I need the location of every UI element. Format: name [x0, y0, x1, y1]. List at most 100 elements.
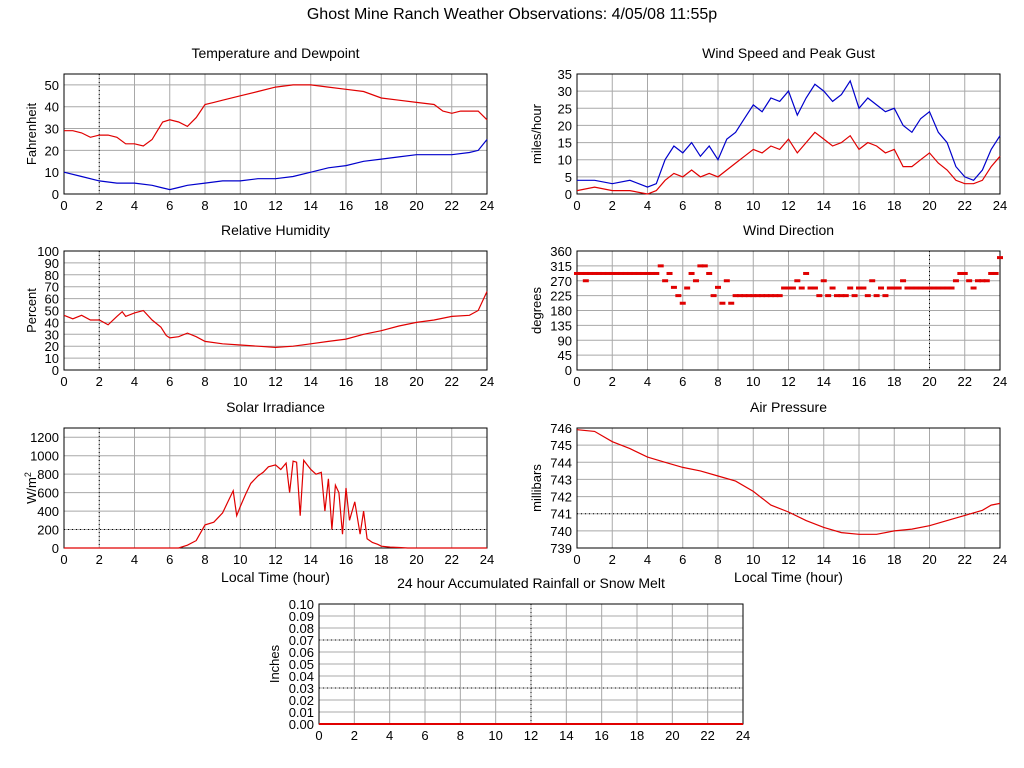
pressure-xtick-label: 24 — [993, 552, 1007, 567]
solar-xtick-label: 2 — [96, 552, 103, 567]
wdir-point — [741, 294, 748, 298]
rh-ytick-label: 70 — [45, 280, 59, 295]
wdir-title: Wind Direction — [743, 222, 834, 238]
wdir-point — [992, 271, 999, 275]
rain-ytick-label: 0.00 — [289, 717, 314, 732]
pressure-ytick-label: 744 — [550, 455, 572, 470]
rain-xtick-label: 2 — [351, 728, 358, 743]
wdir-xtick-label: 10 — [746, 374, 760, 389]
wdir-point — [692, 279, 699, 283]
pressure-series-0-line — [576, 429, 1001, 535]
wdir-point — [662, 279, 669, 283]
wdir-point — [988, 271, 995, 275]
pressure-xtick-label: 20 — [922, 552, 936, 567]
rh-frame — [63, 250, 488, 371]
wdir-point — [917, 286, 924, 290]
solar-ylabel-exponent: 2 — [23, 472, 33, 477]
rh-xtick-label: 10 — [233, 374, 247, 389]
wind-ytick-label: 5 — [565, 170, 572, 185]
wdir-point — [820, 279, 827, 283]
wdir-point — [842, 294, 849, 298]
wdir-point — [600, 271, 607, 275]
wind-xtick-label: 14 — [817, 198, 831, 213]
wdir-point — [886, 286, 893, 290]
wdir-point — [609, 271, 616, 275]
pressure-xtick-label: 14 — [817, 552, 831, 567]
wdir-xtick-label: 4 — [644, 374, 651, 389]
wdir-point — [983, 279, 990, 283]
wdir-point — [772, 294, 779, 298]
wdir-point — [961, 271, 968, 275]
temp-ytick-label: 20 — [45, 143, 59, 158]
wdir-point — [997, 256, 1003, 260]
wdir-point — [759, 294, 766, 298]
pressure-xtick-label: 18 — [887, 552, 901, 567]
pressure-xtick-label: 6 — [679, 552, 686, 567]
wdir-xtick-label: 24 — [993, 374, 1007, 389]
temp-xtick-label: 2 — [96, 198, 103, 213]
wdir-point — [697, 264, 704, 268]
solar-ytick-label: 800 — [37, 467, 59, 482]
wind-ytick-label: 10 — [558, 153, 572, 168]
rh-xtick-label: 22 — [445, 374, 459, 389]
wdir-point — [622, 271, 629, 275]
wind-series-1-line — [576, 131, 1001, 195]
rain-ytick-label: 0.05 — [289, 657, 314, 672]
rh-ytick-label: 50 — [45, 304, 59, 319]
wdir-point — [798, 286, 805, 290]
wdir-point — [895, 286, 902, 290]
temp-ytick-label: 40 — [45, 100, 59, 115]
wdir-point — [648, 271, 655, 275]
wdir-point — [763, 294, 770, 298]
wdir-point — [803, 271, 810, 275]
pressure-ytick-label: 743 — [550, 472, 572, 487]
wdir-point — [970, 286, 977, 290]
solar-title: Solar Irradiance — [226, 399, 325, 415]
wdir-point — [816, 294, 823, 298]
wdir-xtick-label: 20 — [922, 374, 936, 389]
wind-xtick-label: 2 — [609, 198, 616, 213]
wind-xtick-label: 4 — [644, 198, 651, 213]
wdir-point — [781, 286, 788, 290]
pressure-ytick-label: 745 — [550, 438, 572, 453]
wind-ytick-label: 35 — [558, 67, 572, 82]
temp-ytick-label: 10 — [45, 165, 59, 180]
rh-ytick-label: 20 — [45, 339, 59, 354]
wdir-point — [856, 286, 862, 290]
wdir-point — [631, 271, 638, 275]
rain-ytick-label: 0.09 — [289, 609, 314, 624]
rh-xtick-label: 12 — [268, 374, 282, 389]
solar-ytick-label: 200 — [37, 523, 59, 538]
pressure-frame — [576, 427, 1001, 549]
wdir-point — [807, 286, 814, 290]
wind-ytick-label: 15 — [558, 136, 572, 151]
rh-ytick-label: 100 — [37, 244, 59, 259]
temp-title: Temperature and Dewpoint — [191, 45, 359, 61]
temp-xtick-label: 6 — [166, 198, 173, 213]
wdir-point — [891, 286, 898, 290]
solar-ytick-label: 600 — [37, 486, 59, 501]
rain-xtick-label: 18 — [630, 728, 644, 743]
wdir-point — [679, 301, 686, 305]
wdir-point — [591, 271, 598, 275]
solar-xtick-label: 4 — [131, 552, 138, 567]
wdir-point — [904, 286, 911, 290]
pressure-xtick-label: 22 — [958, 552, 972, 567]
wind-xtick-label: 12 — [781, 198, 795, 213]
wdir-point — [767, 294, 774, 298]
temp-xtick-label: 10 — [233, 198, 247, 213]
rain-ytick-label: 0.08 — [289, 621, 314, 636]
wdir-point — [833, 294, 840, 298]
rh-xtick-label: 4 — [131, 374, 138, 389]
solar-xtick-label: 16 — [339, 552, 353, 567]
pressure-xtick-label: 2 — [609, 552, 616, 567]
wind-xtick-label: 10 — [746, 198, 760, 213]
solar-xtick-label: 6 — [166, 552, 173, 567]
solar-ytick-label: 1200 — [30, 430, 59, 445]
solar-ytick-label: 1000 — [30, 449, 59, 464]
wdir-point — [794, 279, 801, 283]
wdir-point — [750, 294, 757, 298]
temp-xtick-label: 18 — [374, 198, 388, 213]
wdir-point — [710, 294, 717, 298]
